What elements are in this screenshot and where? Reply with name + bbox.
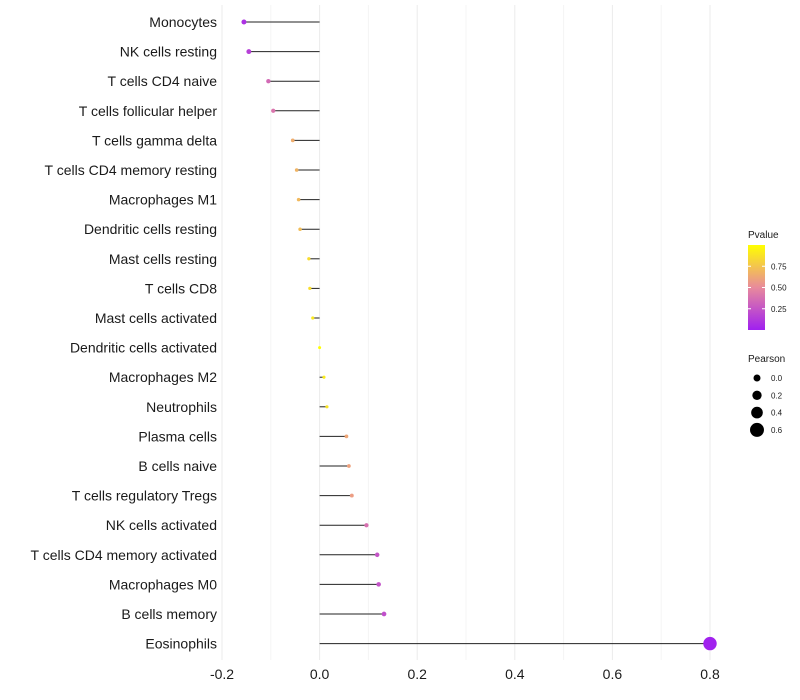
lollipop-point bbox=[318, 346, 322, 350]
lollipop-point bbox=[271, 108, 276, 113]
lollipop-point bbox=[381, 611, 387, 617]
category-label: B cells memory bbox=[121, 606, 217, 622]
lollipop-stems bbox=[243, 21, 710, 645]
color-legend-ticks: 0.25 0.50 0.75 bbox=[748, 262, 787, 314]
lollipop-point bbox=[374, 552, 380, 558]
lollipop-point bbox=[311, 316, 315, 320]
lollipop-point bbox=[298, 227, 302, 231]
category-label: T cells CD4 naive bbox=[108, 73, 218, 89]
color-legend-tick-label: 0.75 bbox=[771, 262, 787, 271]
lollipop-point bbox=[376, 582, 381, 587]
color-legend-title: Pvalue bbox=[748, 230, 779, 241]
lollipop-point bbox=[296, 197, 301, 202]
category-label: Dendritic cells resting bbox=[84, 221, 217, 237]
lollipop-point bbox=[241, 19, 247, 25]
category-label: T cells CD4 memory activated bbox=[31, 547, 217, 563]
category-label: Mast cells activated bbox=[95, 310, 217, 326]
x-tick-label: -0.2 bbox=[210, 666, 234, 682]
size-legend-label: 0.2 bbox=[771, 391, 783, 400]
category-label: NK cells resting bbox=[120, 44, 217, 60]
size-legend-keys: 0.0 0.2 0.4 0.6 bbox=[750, 374, 783, 437]
category-label: Macrophages M2 bbox=[109, 369, 217, 385]
lollipop-points bbox=[241, 19, 717, 651]
x-tick-label: 0.6 bbox=[603, 666, 623, 682]
lollipop-point bbox=[266, 79, 271, 84]
size-legend-key bbox=[750, 422, 764, 437]
category-label: Neutrophils bbox=[146, 399, 217, 415]
category-label: T cells gamma delta bbox=[92, 132, 217, 148]
lollipop-point bbox=[308, 286, 312, 291]
category-label: B cells naive bbox=[138, 458, 217, 474]
color-legend-tick-label: 0.50 bbox=[771, 284, 787, 293]
category-label: Mast cells resting bbox=[109, 251, 217, 267]
category-label: Eosinophils bbox=[145, 636, 217, 652]
legend: Pvalue 0.25 0.50 0.75 Pearson 0.0 0.2 0.4 0.6 bbox=[748, 230, 787, 437]
category-label: Macrophages M1 bbox=[109, 192, 217, 208]
category-label: T cells regulatory Tregs bbox=[72, 488, 217, 504]
color-legend-tick-label: 0.25 bbox=[771, 305, 787, 314]
category-label: T cells follicular helper bbox=[79, 103, 218, 119]
size-legend-title: Pearson bbox=[748, 354, 785, 365]
lollipop-point bbox=[246, 49, 252, 55]
grid-lines bbox=[221, 5, 711, 660]
category-label: Monocytes bbox=[149, 14, 217, 30]
lollipop-point bbox=[294, 168, 299, 172]
x-tick-label: 0.8 bbox=[700, 666, 720, 682]
lollipop-point bbox=[325, 405, 329, 409]
category-label: Dendritic cells activated bbox=[70, 340, 217, 356]
size-legend-label: 0.4 bbox=[771, 409, 783, 418]
lollipop-point bbox=[349, 493, 354, 498]
category-label: Macrophages M0 bbox=[109, 576, 217, 592]
category-label: NK cells activated bbox=[106, 517, 217, 533]
color-legend-bar bbox=[748, 245, 765, 330]
x-tick-label: 0.2 bbox=[407, 666, 427, 682]
lollipop-point bbox=[322, 375, 326, 379]
size-legend-key bbox=[751, 406, 763, 419]
lollipop-point bbox=[344, 434, 349, 439]
size-legend-label: 0.6 bbox=[771, 426, 783, 435]
lollipop-point bbox=[703, 636, 717, 651]
x-axis-tick-labels: -0.2 0.0 0.2 0.4 0.6 0.8 bbox=[210, 666, 720, 682]
category-label: T cells CD4 memory resting bbox=[45, 162, 217, 178]
category-labels: Monocytes NK cells resting T cells CD4 nai… bbox=[31, 14, 218, 652]
size-legend-label: 0.0 bbox=[771, 374, 783, 383]
lollipop-point bbox=[346, 464, 351, 468]
lollipop-point bbox=[364, 523, 369, 528]
lollipop-point bbox=[290, 138, 295, 143]
x-tick-label: 0.4 bbox=[505, 666, 525, 682]
category-label: T cells CD8 bbox=[145, 280, 217, 296]
lollipop-point bbox=[307, 257, 311, 261]
size-legend-key bbox=[753, 374, 761, 382]
size-legend-key bbox=[752, 390, 762, 400]
category-label: Plasma cells bbox=[138, 428, 217, 444]
x-tick-label: 0.0 bbox=[310, 666, 330, 682]
